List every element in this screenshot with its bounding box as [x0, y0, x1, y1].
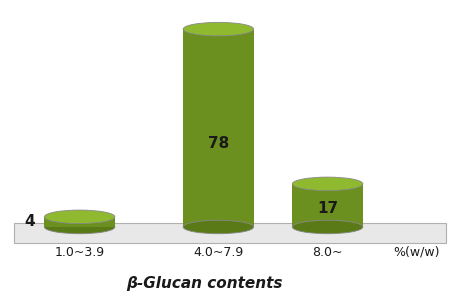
Text: β-Glucan contents: β-Glucan contents [126, 276, 283, 291]
Polygon shape [14, 223, 446, 243]
Text: 4.0~7.9: 4.0~7.9 [193, 246, 243, 259]
Text: 17: 17 [317, 201, 338, 217]
Text: 4: 4 [25, 214, 35, 229]
Text: %(w/w): %(w/w) [393, 246, 440, 259]
Text: 8.0~: 8.0~ [312, 246, 343, 259]
Ellipse shape [292, 220, 363, 234]
Ellipse shape [183, 22, 254, 36]
Ellipse shape [183, 220, 254, 234]
Text: 78: 78 [208, 136, 229, 151]
Polygon shape [183, 29, 254, 227]
Ellipse shape [292, 177, 363, 191]
Text: 1.0~3.9: 1.0~3.9 [55, 246, 105, 259]
Ellipse shape [44, 220, 115, 234]
Polygon shape [292, 184, 363, 227]
Polygon shape [44, 217, 115, 227]
Ellipse shape [44, 210, 115, 223]
